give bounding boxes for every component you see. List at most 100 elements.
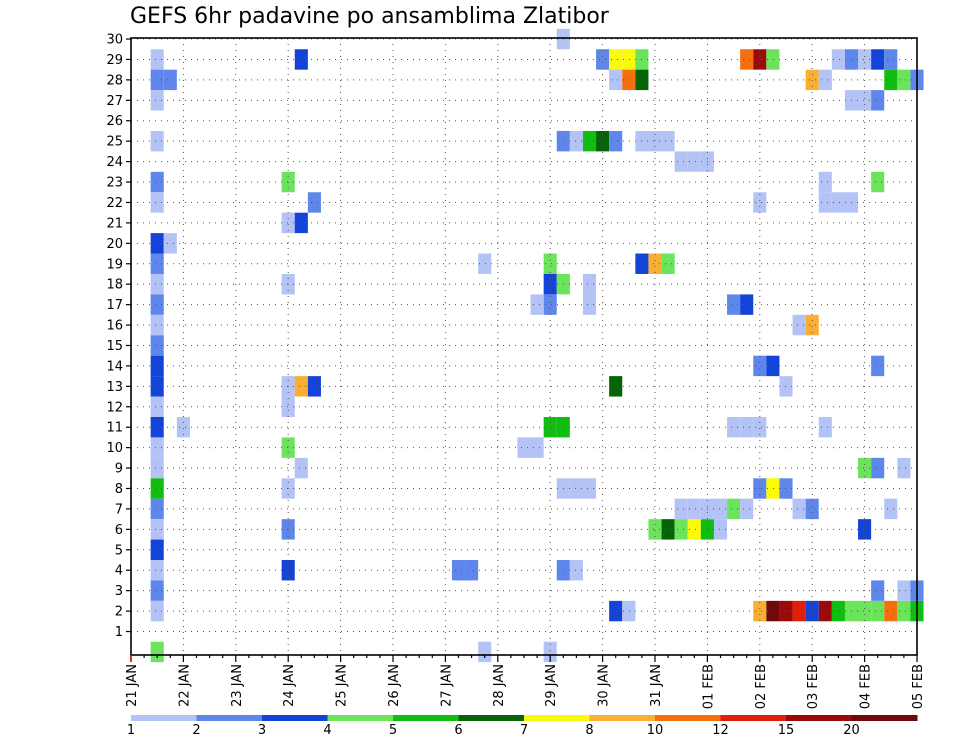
precip-cell (569, 478, 583, 499)
precip-cell (150, 69, 164, 91)
precip-cell (582, 478, 597, 499)
precip-cell (543, 416, 557, 438)
legend-label: 2 (192, 723, 200, 738)
precip-cell (294, 457, 308, 479)
legend-swatch (393, 715, 459, 721)
precip-cell (661, 130, 675, 152)
precip-cell (596, 49, 610, 70)
precip-cell (569, 130, 583, 152)
y-tick-label: 7 (115, 502, 123, 517)
precip-cell (478, 641, 492, 663)
precip-cell (609, 69, 623, 91)
legend-swatch (851, 715, 918, 721)
y-tick-label: 21 (106, 216, 123, 231)
precip-cell (727, 294, 741, 315)
precip-cell (281, 560, 295, 581)
precip-cell (871, 49, 885, 70)
y-tick-label: 24 (106, 155, 123, 170)
precip-cell (897, 457, 911, 479)
ticks-layer: 1234567891011121314151617181920212223242… (106, 33, 926, 710)
y-tick-label: 17 (106, 298, 123, 313)
precip-cell (569, 560, 583, 581)
legend-label: 7 (520, 723, 528, 738)
y-tick-label: 22 (106, 196, 123, 211)
precip-cell (465, 560, 479, 581)
precip-cell (150, 396, 164, 417)
precip-cell (884, 69, 898, 91)
precip-cell (792, 600, 806, 622)
precip-cell (150, 355, 164, 377)
precip-cell (307, 376, 321, 397)
x-tick-label: 24 JAN (282, 664, 297, 707)
precip-cell (871, 171, 885, 193)
precip-cell (150, 294, 164, 315)
y-tick-label: 25 (106, 135, 123, 150)
precip-cell (897, 600, 911, 622)
precip-cell (582, 294, 597, 315)
precip-cell (818, 69, 832, 91)
precip-cell (530, 294, 544, 315)
precip-cell (831, 49, 845, 70)
precip-cell (753, 192, 767, 213)
legend-swatch (655, 715, 721, 721)
x-tick-label: 02 FEB (754, 664, 769, 709)
y-tick-label: 30 (106, 33, 123, 48)
precip-cell (150, 416, 164, 438)
precip-cell (163, 69, 177, 91)
precip-cell (727, 498, 741, 520)
precip-cell (150, 437, 164, 458)
precip-cell (753, 600, 767, 622)
precip-cell (818, 416, 832, 438)
precip-cell (871, 457, 885, 479)
precip-cell (766, 600, 780, 622)
precip-cell (818, 192, 832, 213)
precip-cell (858, 519, 872, 540)
precip-cell (150, 580, 164, 601)
precip-cell (674, 498, 688, 520)
y-tick-label: 27 (106, 94, 123, 109)
precip-cell (281, 396, 295, 417)
precip-cell (517, 437, 531, 458)
precip-cell (818, 600, 832, 622)
precip-cell (609, 376, 623, 397)
legend-label: 4 (323, 723, 331, 738)
precip-cell (176, 416, 190, 438)
color-legend: 1 2 3 4 5 6 7 8 10 12 15 20 (127, 715, 918, 738)
precip-cell (818, 171, 832, 193)
grid-layer (131, 38, 917, 655)
precip-cell (766, 478, 780, 499)
precip-cell (478, 253, 492, 274)
y-tick-label: 26 (106, 114, 123, 129)
y-tick-label: 15 (106, 339, 123, 354)
precip-cell (884, 498, 898, 520)
legend-swatch (196, 715, 263, 721)
precip-cell (294, 49, 308, 70)
precip-cell (871, 580, 885, 601)
chart-title: GEFS 6hr padavine po ansamblima Zlatibor (130, 4, 609, 29)
x-tick-label: 31 JAN (649, 664, 664, 707)
legend-label: 1 (127, 723, 135, 738)
precip-cell (648, 519, 662, 540)
legend-label: 12 (712, 723, 729, 738)
precip-cell (150, 171, 164, 193)
x-tick-label: 29 JAN (544, 664, 559, 707)
precip-cell (150, 233, 164, 254)
y-tick-label: 6 (115, 523, 123, 538)
precip-cell (740, 294, 754, 315)
y-tick-label: 1 (115, 625, 123, 640)
precip-cell (687, 519, 701, 540)
precip-cell (530, 437, 544, 458)
y-tick-label: 28 (106, 73, 123, 88)
precip-cell (543, 253, 557, 274)
precip-cell (740, 416, 754, 438)
precip-cell (163, 233, 177, 254)
legend-swatch (589, 715, 656, 721)
x-tick-label: 23 JAN (230, 664, 245, 707)
precip-cell (150, 130, 164, 152)
y-tick-label: 12 (106, 400, 123, 415)
y-tick-label: 11 (106, 421, 123, 436)
precip-cell (805, 69, 819, 91)
precip-cell (858, 457, 872, 479)
y-tick-label: 16 (106, 319, 123, 334)
